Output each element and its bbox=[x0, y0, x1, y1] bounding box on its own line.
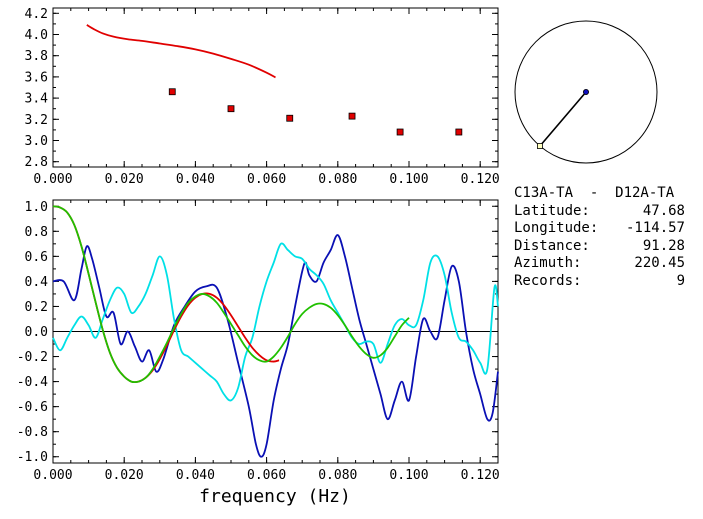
correlation-y-ticks: -1.0 -0.8 -0.6 -0.4 -0.2 0.0 0.2 0.4 0.6 0.8 1.0 bbox=[17, 200, 498, 465]
dispersion-y-tick-label: 4.0 bbox=[25, 28, 48, 43]
station-pair-title: C13A-TA - D12A-TA bbox=[514, 185, 675, 201]
correlation-y-tick-label: -0.8 bbox=[17, 425, 48, 440]
correlation-y-tick-label: 0.0 bbox=[25, 325, 48, 340]
station-info-panel: C13A-TA - D12A-TA Latitude: 47.68 Longit… bbox=[514, 185, 699, 290]
info-row-distance: Distance: 91.28 bbox=[514, 238, 699, 256]
station-end-marker bbox=[537, 143, 543, 149]
correlation-x-tick-label: 0.000 bbox=[33, 468, 72, 483]
azimuth-value: 220.45 bbox=[634, 255, 685, 271]
azimuth-compass bbox=[514, 20, 658, 164]
latitude-value: 47.68 bbox=[642, 202, 685, 219]
records-label: Records: bbox=[514, 272, 582, 289]
station-center-marker bbox=[583, 89, 590, 96]
dispersion-x-tick-label: 0.120 bbox=[461, 172, 500, 187]
dispersion-series-line-0 bbox=[86, 24, 276, 79]
correlation-panel: 0.000 0.020 0.040 0.060 0.080 0.100 0.120 -1.0… bbox=[17, 199, 500, 507]
dispersion-x-tick-label: 0.100 bbox=[389, 172, 428, 187]
dispersion-x-tick-label: 0.060 bbox=[247, 172, 286, 187]
longitude-label: Longitude: bbox=[514, 220, 599, 236]
info-row-records: Records: 9 bbox=[514, 273, 699, 291]
correlation-series-line-1 bbox=[52, 242, 499, 402]
correlation-y-tick-label: 0.6 bbox=[25, 250, 48, 265]
correlation-y-tick-label: 0.2 bbox=[25, 300, 48, 315]
dispersion-y-tick-label: 3.6 bbox=[25, 70, 48, 85]
latitude-label: Latitude: bbox=[514, 202, 590, 219]
dispersion-x-tick-label: 0.000 bbox=[33, 172, 72, 187]
dispersion-y-ticks: 2.8 3.0 3.2 3.4 3.6 3.8 4.0 4.2 bbox=[25, 7, 498, 170]
x-axis-title: frequency (Hz) bbox=[199, 486, 351, 507]
azimuth-line bbox=[539, 91, 587, 147]
dispersion-point bbox=[286, 114, 294, 122]
correlation-y-tick-label: -0.4 bbox=[17, 375, 48, 390]
correlation-x-tick-label: 0.040 bbox=[176, 468, 215, 483]
correlation-y-tick-label: 0.4 bbox=[25, 275, 49, 290]
dispersion-y-tick-label: 2.8 bbox=[25, 155, 48, 170]
dispersion-y-tick-label: 3.0 bbox=[25, 134, 48, 149]
dispersion-series bbox=[86, 24, 463, 136]
info-row-latitude: Latitude: 47.68 bbox=[514, 203, 699, 221]
correlation-y-tick-label: 0.8 bbox=[25, 225, 48, 240]
correlation-x-tick-label: 0.020 bbox=[105, 468, 144, 483]
azimuth-label: Azimuth: bbox=[514, 255, 582, 271]
dispersion-x-tick-label: 0.020 bbox=[105, 172, 144, 187]
correlation-y-tick-label: 1.0 bbox=[25, 200, 48, 215]
correlation-y-tick-label: -1.0 bbox=[17, 450, 48, 465]
compass-circle bbox=[514, 20, 658, 164]
dispersion-point bbox=[348, 112, 356, 120]
dispersion-y-tick-label: 3.8 bbox=[25, 49, 48, 64]
correlation-x-tick-label: 0.120 bbox=[461, 468, 500, 483]
correlation-y-tick-label: -0.2 bbox=[17, 350, 48, 365]
dispersion-point bbox=[168, 88, 176, 96]
info-row-azimuth: Azimuth: 220.45 bbox=[514, 255, 699, 273]
correlation-x-ticks: 0.000 0.020 0.040 0.060 0.080 0.100 0.120 bbox=[33, 200, 500, 483]
dispersion-x-ticks: 0.000 0.020 0.040 0.060 0.080 0.100 0.120 bbox=[33, 8, 500, 187]
distance-value: 91.28 bbox=[642, 237, 685, 254]
dispersion-x-tick-label: 0.080 bbox=[318, 172, 357, 187]
dispersion-frame bbox=[52, 7, 499, 168]
correlation-y-tick-label: -0.6 bbox=[17, 400, 48, 415]
correlation-x-tick-label: 0.080 bbox=[318, 468, 357, 483]
dispersion-panel: 0.000 0.020 0.040 0.060 0.080 0.100 0.120 2.8 3… bbox=[25, 7, 500, 187]
correlation-series-line-0 bbox=[52, 234, 499, 458]
dispersion-y-tick-label: 3.2 bbox=[25, 113, 48, 128]
distance-label: Distance: bbox=[514, 237, 590, 254]
dispersion-y-tick-label: 3.4 bbox=[25, 92, 49, 107]
correlation-x-tick-label: 0.060 bbox=[247, 468, 286, 483]
records-value: 9 bbox=[676, 272, 685, 289]
dispersion-point bbox=[396, 128, 404, 136]
dispersion-x-tick-label: 0.040 bbox=[176, 172, 215, 187]
correlation-series bbox=[52, 205, 499, 458]
dispersion-point bbox=[455, 128, 463, 136]
info-row-longitude: Longitude: -114.57 bbox=[514, 220, 699, 238]
dispersion-y-tick-label: 4.2 bbox=[25, 7, 48, 22]
longitude-value: -114.57 bbox=[625, 220, 685, 236]
correlation-x-tick-label: 0.100 bbox=[389, 468, 428, 483]
dispersion-point bbox=[227, 105, 235, 113]
correlation-series-line-3 bbox=[52, 205, 410, 384]
